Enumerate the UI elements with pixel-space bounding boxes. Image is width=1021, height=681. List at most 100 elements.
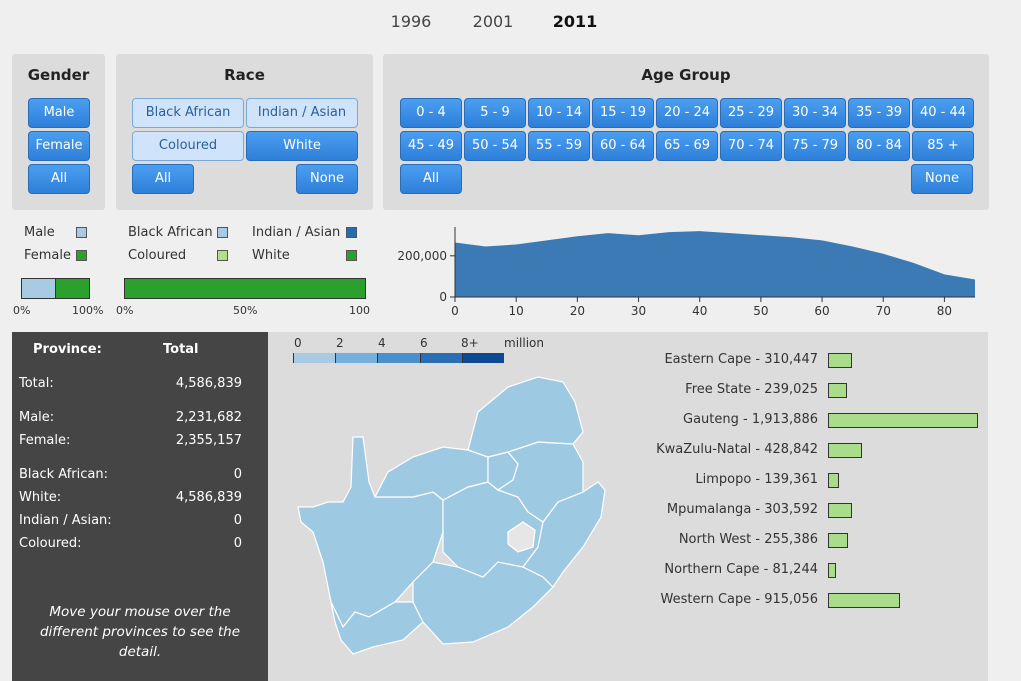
province-limpopo[interactable] (467, 376, 584, 458)
map-section: 0 2 4 6 8+ million Eastern Cape - 310,4 (268, 332, 988, 681)
age-x-tick-label: 60 (814, 304, 829, 318)
legend-coloured-label: Coloured (128, 248, 187, 263)
province-bar[interactable] (828, 413, 978, 428)
black-african-button[interactable]: Black African (132, 98, 244, 128)
legend-coloured-swatch (217, 250, 228, 261)
age-x-tick-label: 10 (509, 304, 524, 318)
map-legend-bin-2 (336, 353, 379, 363)
map-legend: 0 2 4 6 8+ million (293, 336, 553, 366)
year-2001[interactable]: 2001 (472, 12, 514, 31)
age-x-tick-label: 80 (937, 304, 952, 318)
age-button-8[interactable]: 35 - 39 (848, 98, 910, 128)
gender-bar-tick-0: 0% (13, 304, 31, 317)
info-row-indian-asian: Indian / Asian: 0 (19, 513, 242, 528)
female-button[interactable]: Female (28, 131, 90, 161)
map-legend-tick-0: 0 (294, 336, 302, 350)
legend-indian-asian-swatch (346, 227, 357, 238)
province-bar[interactable] (828, 353, 853, 368)
province-bar[interactable] (828, 593, 900, 608)
map-legend-scale (293, 353, 505, 363)
age-button-11[interactable]: 50 - 54 (464, 131, 526, 161)
map-legend-tick-6: 6 (420, 336, 428, 350)
age-button-16[interactable]: 75 - 79 (784, 131, 846, 161)
info-male-label: Male: (19, 410, 55, 425)
province-label: Free State - 239,025 (685, 382, 818, 397)
info-row-black-african: Black African: 0 (19, 467, 242, 482)
map-legend-unit: million (504, 336, 544, 350)
age-button-3[interactable]: 10 - 14 (528, 98, 590, 128)
age-button-5[interactable]: 20 - 24 (656, 98, 718, 128)
age-button-13[interactable]: 60 - 64 (592, 131, 654, 161)
legend-female-label: Female (24, 248, 72, 263)
province-bar[interactable] (828, 533, 849, 548)
indian-asian-button[interactable]: Indian / Asian (246, 98, 358, 128)
legend-white-swatch (346, 250, 357, 261)
age-button-4[interactable]: 15 - 19 (592, 98, 654, 128)
info-indian-asian-value: 0 (233, 513, 242, 528)
legend-black-african-label: Black African (128, 225, 213, 240)
info-white-value: 4,586,839 (175, 490, 242, 505)
gender-panel: Gender Male Female All (12, 54, 105, 210)
race-bar-tick-50: 50% (233, 304, 258, 317)
age-button-10[interactable]: 45 - 49 (400, 131, 462, 161)
province-bar[interactable] (828, 503, 852, 518)
age-x-tick-label: 70 (876, 304, 891, 318)
legend-female-swatch (76, 250, 87, 261)
age-x-tick-label: 30 (631, 304, 646, 318)
age-button-1[interactable]: 0 - 4 (400, 98, 462, 128)
race-all-button[interactable]: All (132, 164, 194, 194)
province-label: Eastern Cape - 310,447 (664, 352, 818, 367)
age-x-tick-label: 50 (753, 304, 768, 318)
province-bar[interactable] (828, 563, 836, 578)
race-bar-tick-0: 0% (116, 304, 134, 317)
race-none-button[interactable]: None (296, 164, 358, 194)
age-all-button[interactable]: All (400, 164, 462, 194)
province-label: North West - 255,386 (678, 532, 818, 547)
info-header-province: Province: (33, 342, 102, 357)
age-y-tick-label: 200,000 (397, 249, 447, 263)
gender-all-button[interactable]: All (28, 164, 90, 194)
info-row-total: Total: 4,586,839 (19, 376, 242, 391)
age-button-9[interactable]: 40 - 44 (912, 98, 974, 128)
age-button-14[interactable]: 65 - 69 (656, 131, 718, 161)
province-info-panel: Province: Total Total: 4,586,839 Male: 2,2… (12, 332, 268, 681)
white-button[interactable]: White (246, 131, 358, 161)
province-label: Western Cape - 915,056 (660, 592, 818, 607)
age-button-18[interactable]: 85 + (912, 131, 974, 161)
province-bar[interactable] (828, 473, 839, 488)
legend-black-african-swatch (217, 227, 228, 238)
age-x-tick-label: 0 (451, 304, 459, 318)
map-legend-bin-3 (378, 353, 421, 363)
year-2011[interactable]: 2011 (552, 12, 598, 31)
age-none-button[interactable]: None (911, 164, 973, 194)
age-button-7[interactable]: 30 - 34 (784, 98, 846, 128)
info-hint: Move your mouse over the different provi… (39, 604, 241, 660)
info-total-value: 4,586,839 (175, 376, 242, 391)
info-male-value: 2,231,682 (175, 410, 242, 425)
map-legend-bin-5 (462, 353, 505, 363)
age-button-2[interactable]: 5 - 9 (464, 98, 526, 128)
coloured-button[interactable]: Coloured (132, 131, 244, 161)
map-legend-tick-2: 2 (336, 336, 344, 350)
age-button-15[interactable]: 70 - 74 (720, 131, 782, 161)
age-group-title: Age Group (641, 66, 731, 84)
info-total-label: Total: (19, 376, 54, 391)
info-coloured-value: 0 (233, 536, 242, 551)
age-button-17[interactable]: 80 - 84 (848, 131, 910, 161)
age-button-12[interactable]: 55 - 59 (528, 131, 590, 161)
province-bar[interactable] (828, 443, 862, 458)
male-button[interactable]: Male (28, 98, 90, 128)
age-button-6[interactable]: 25 - 29 (720, 98, 782, 128)
map-legend-bin-1 (294, 353, 337, 363)
age-x-tick-label: 20 (570, 304, 585, 318)
gender-title: Gender (27, 66, 90, 84)
gender-bar (21, 278, 90, 299)
year-1996[interactable]: 1996 (390, 12, 432, 31)
info-black-african-label: Black African: (19, 467, 109, 482)
south-africa-map (297, 376, 606, 655)
info-row-white: White: 4,586,839 (19, 490, 242, 505)
province-label: Limpopo - 139,361 (695, 472, 818, 487)
age-distribution-chart: 0 10 20 30 40 50 60 70 80 0 200,000 (397, 227, 975, 318)
province-bar[interactable] (828, 383, 847, 398)
